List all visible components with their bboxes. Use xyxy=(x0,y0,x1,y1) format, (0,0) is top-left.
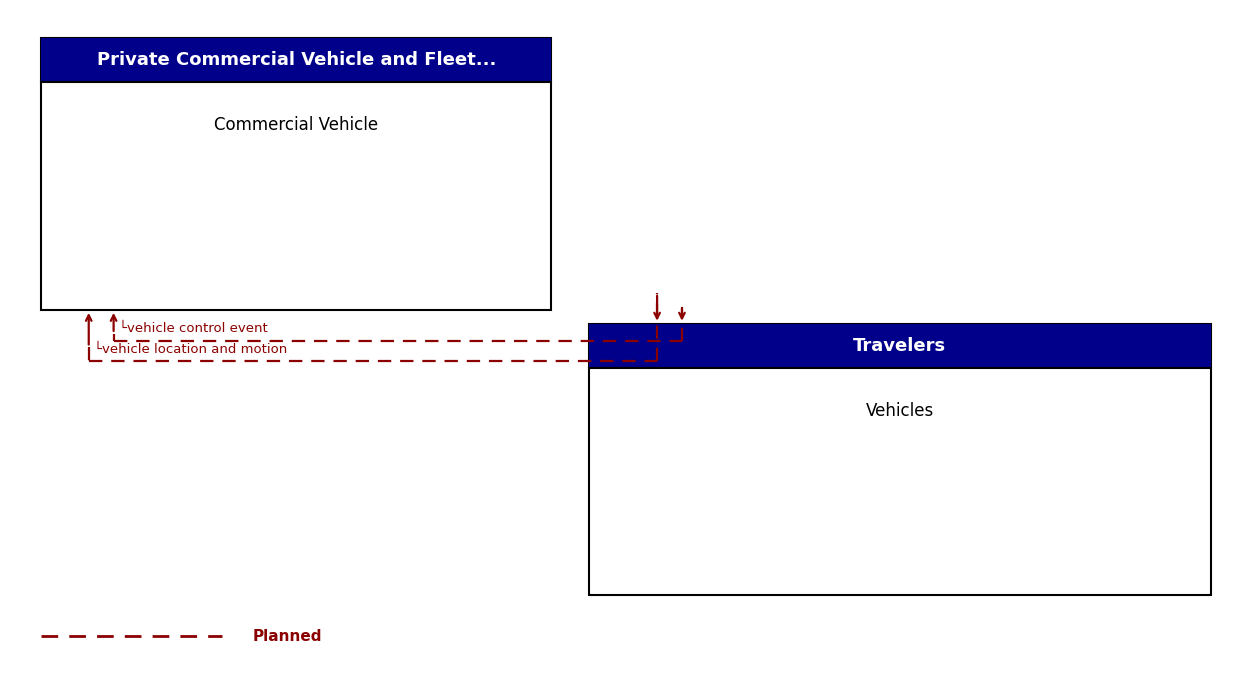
Text: Vehicles: Vehicles xyxy=(865,402,934,420)
Text: Private Commercial Vehicle and Fleet...: Private Commercial Vehicle and Fleet... xyxy=(96,51,496,69)
Bar xyxy=(588,323,1211,596)
Bar xyxy=(41,38,551,83)
Bar xyxy=(588,323,1211,368)
Bar xyxy=(41,38,551,310)
Text: Travelers: Travelers xyxy=(853,336,947,355)
Text: └vehicle control event: └vehicle control event xyxy=(119,322,268,335)
Text: Commercial Vehicle: Commercial Vehicle xyxy=(214,116,378,134)
Text: Planned: Planned xyxy=(253,629,323,644)
Text: └vehicle location and motion: └vehicle location and motion xyxy=(94,343,287,356)
